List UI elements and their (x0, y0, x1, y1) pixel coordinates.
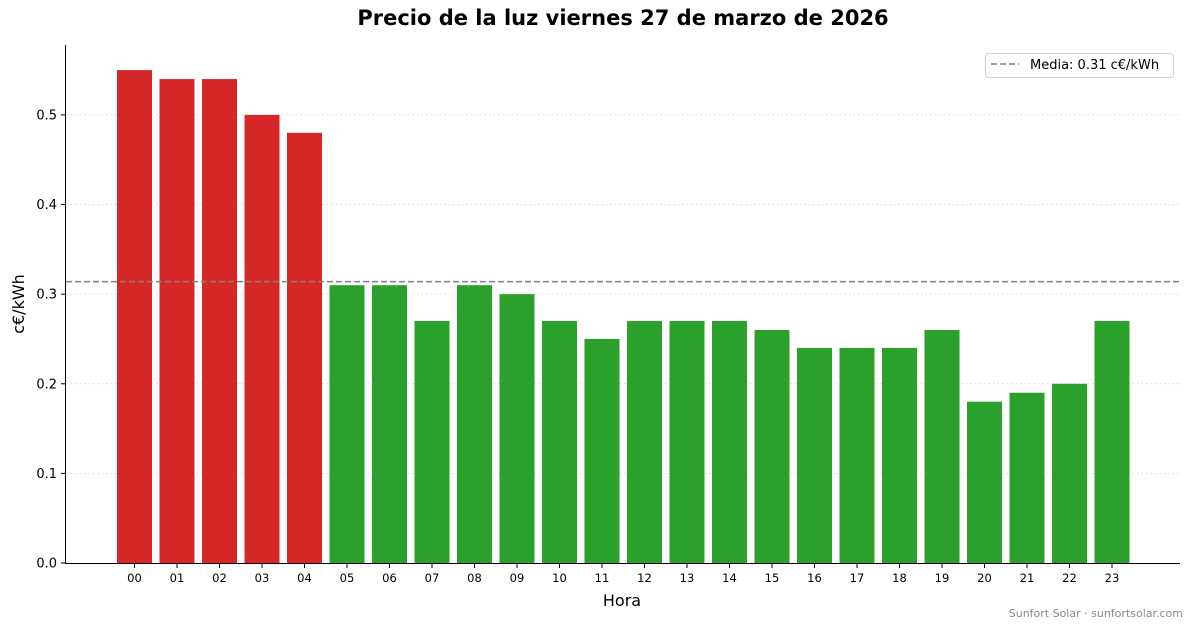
x-ticks: 00 01 02 03 04 05 06 07 08 09 10 11 12 13 14 15 16 17 18 19… (127, 563, 1120, 585)
bar-20 (967, 401, 1002, 563)
x-tick-label: 19 (935, 571, 950, 585)
x-tick-label: 16 (807, 571, 822, 585)
y-tick-label: 0.0 (36, 557, 57, 572)
x-tick-label: 17 (850, 571, 865, 585)
bar-06 (372, 285, 407, 563)
x-tick-label: 03 (255, 571, 270, 585)
x-axis-label: Hora (603, 591, 641, 610)
bar-05 (329, 285, 365, 563)
bar-16 (797, 347, 832, 563)
footer-credit: Sunfort Solar · sunfortsolar.com (1009, 607, 1183, 620)
x-tick-label: 21 (1020, 571, 1035, 585)
bars (117, 70, 1130, 564)
legend-label: Media: 0.31 c€/kWh (1030, 58, 1159, 73)
x-tick-label: 23 (1105, 571, 1120, 585)
x-tick-label: 02 (212, 571, 227, 585)
y-tick-label: 0.3 (36, 288, 57, 303)
x-tick-label: 08 (467, 571, 482, 585)
x-tick-label: 10 (552, 571, 567, 585)
bar-21 (1009, 392, 1045, 563)
bar-02 (202, 79, 237, 564)
x-tick-label: 20 (977, 571, 992, 585)
x-tick-label: 22 (1062, 571, 1077, 585)
bar-14 (712, 321, 747, 563)
bar-08 (457, 285, 492, 563)
x-tick-label: 06 (382, 571, 397, 585)
legend-box (985, 53, 1174, 78)
bar-04 (287, 132, 322, 563)
chart-title: Precio de la luz viernes 27 de marzo de … (357, 6, 888, 30)
x-tick-label: 05 (340, 571, 355, 585)
bar-18 (882, 347, 917, 563)
y-tick-label: 0.2 (36, 377, 57, 392)
bar-03 (244, 114, 280, 564)
bar-17 (839, 347, 875, 563)
x-tick-label: 18 (892, 571, 907, 585)
y-ticks: 0.0 0.1 0.2 0.3 0.4 0.5 (36, 108, 66, 572)
x-tick-label: 13 (680, 571, 695, 585)
bar-11 (584, 338, 620, 563)
x-tick-label: 14 (722, 571, 737, 585)
x-tick-label: 09 (510, 571, 525, 585)
x-tick-label: 01 (170, 571, 185, 585)
x-tick-label: 12 (637, 571, 652, 585)
bar-13 (669, 321, 705, 563)
bar-10 (542, 321, 577, 563)
bar-01 (159, 79, 195, 564)
bar-22 (1052, 383, 1087, 563)
y-axis-label: c€/kWh (9, 274, 28, 334)
x-tick-label: 11 (595, 571, 610, 585)
bar-19 (924, 329, 960, 563)
bar-00 (117, 70, 152, 564)
y-tick-label: 0.4 (36, 198, 57, 213)
y-tick-label: 0.1 (36, 467, 57, 482)
bar-15 (754, 329, 790, 563)
legend: Media: 0.31 c€/kWh (985, 53, 1174, 78)
x-tick-label: 04 (297, 571, 312, 585)
y-tick-label: 0.5 (36, 108, 57, 123)
bar-12 (627, 321, 662, 563)
bar-09 (499, 294, 535, 563)
x-tick-label: 07 (425, 571, 440, 585)
bar-23 (1094, 321, 1130, 563)
x-tick-label: 15 (765, 571, 780, 585)
bar-07 (414, 321, 450, 563)
x-tick-label: 00 (127, 571, 142, 585)
